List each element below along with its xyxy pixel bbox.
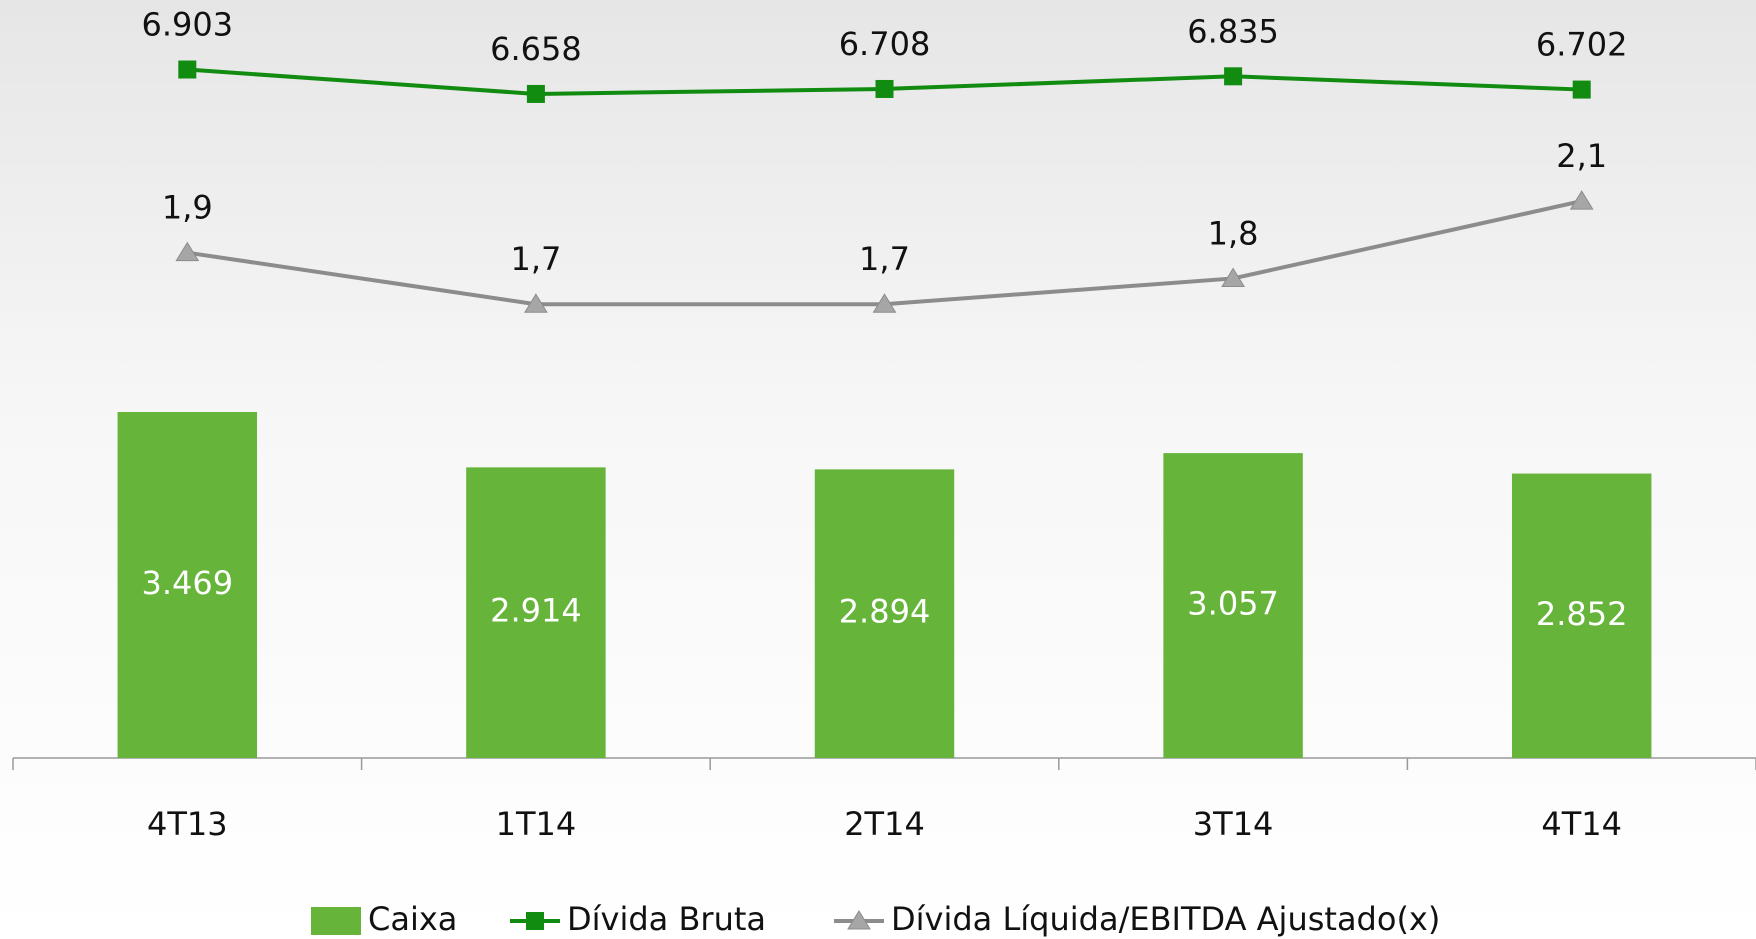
bar-value-label: 3.469 (141, 564, 233, 602)
legend-label: Caixa (368, 900, 457, 938)
line-value-label: 1,7 (510, 240, 561, 278)
bar-value-label: 2.894 (839, 593, 931, 631)
marker (1569, 190, 1594, 210)
line-value-label: 2,1 (1556, 137, 1607, 175)
marker (872, 293, 897, 313)
line-value-label: 1,7 (859, 240, 910, 278)
marker (1572, 80, 1591, 99)
legend-marker (847, 910, 871, 930)
legend-swatch (311, 907, 361, 935)
marker (1221, 267, 1245, 287)
x-tick-label: 2T14 (844, 805, 925, 843)
bar-value-label: 2.852 (1536, 595, 1628, 633)
line-value-label: 1,8 (1208, 214, 1259, 252)
bar (1511, 473, 1652, 758)
x-tick-label: 4T13 (147, 805, 228, 843)
line-value-label: 6.658 (490, 30, 582, 68)
legend-marker (526, 912, 544, 930)
marker (175, 241, 200, 262)
line-value-label: 6.835 (1187, 12, 1279, 50)
line-value-label: 6.702 (1536, 26, 1628, 64)
line-value-label: 1,9 (162, 189, 213, 227)
bar-value-label: 3.057 (1187, 585, 1279, 623)
line-value-label: 6.903 (141, 6, 233, 44)
marker (524, 293, 548, 313)
bar-value-label: 2.914 (490, 592, 582, 630)
marker (875, 79, 894, 98)
bar (466, 467, 606, 758)
x-tick-label: 4T14 (1541, 805, 1622, 843)
legend-label: Dívida Líquida/EBITDA Ajustado(x) (891, 900, 1440, 938)
marker (526, 84, 545, 103)
bar (1163, 453, 1303, 758)
marker (178, 60, 197, 79)
legend-label: Dívida Bruta (567, 900, 766, 938)
marker (1224, 67, 1243, 86)
bar (814, 469, 955, 758)
x-tick-label: 3T14 (1193, 805, 1274, 843)
bar (117, 412, 258, 758)
line-value-label: 6.708 (839, 25, 931, 63)
x-tick-label: 1T14 (496, 805, 577, 843)
